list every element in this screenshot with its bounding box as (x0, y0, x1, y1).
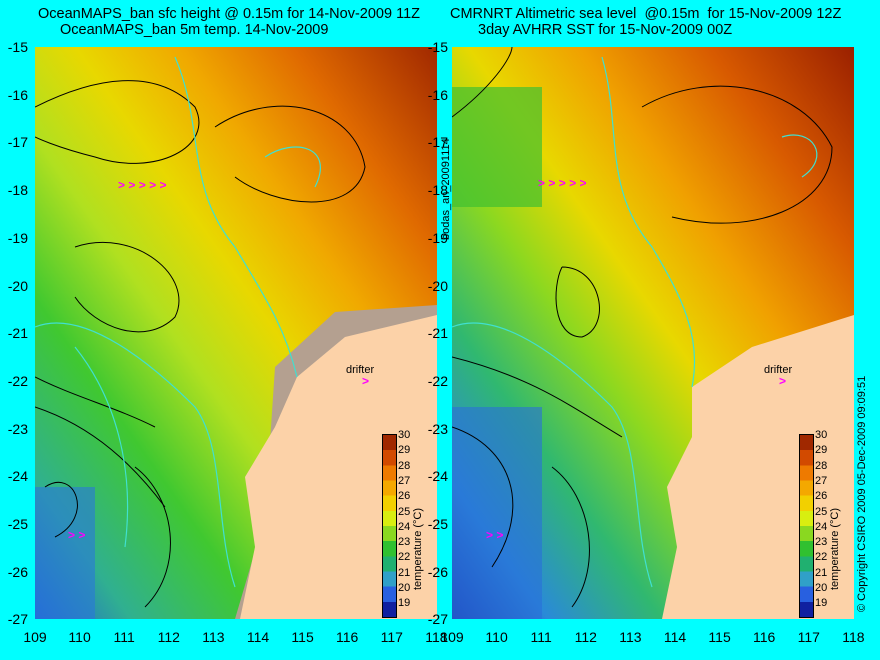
left-map-title-line2: OceanMAPS_ban 5m temp. 14-Nov-2009 (60, 22, 329, 38)
colorbar-label: 22 (815, 551, 828, 564)
right-map-title-line2: 3day AVHRR SST for 15-Nov-2009 00Z (478, 22, 733, 38)
left-map-title-line1: OceanMAPS_ban sfc height @ 0.15m for 14-… (38, 6, 420, 22)
colorbar-label: 20 (815, 582, 828, 594)
copyright-label: © Copyright CSIRO 2009 05-Dec-2009 09:09… (856, 375, 868, 612)
y-tick-label: -26 (427, 563, 448, 580)
x-tick-label: 117 (797, 629, 820, 645)
colorbar-label: 28 (398, 459, 411, 472)
left-map-graphic (35, 47, 437, 619)
y-tick-label: -15 (427, 39, 448, 55)
y-tick-label: -19 (427, 229, 448, 246)
run-id-label: bodas_an_20091114 (440, 138, 452, 240)
x-tick-label: 109 (23, 629, 47, 645)
colorbar-label: 30 (815, 429, 828, 441)
colorbar-label: 26 (398, 490, 411, 503)
colorbar-label: 30 (398, 429, 411, 441)
y-tick-label: -20 (427, 277, 448, 294)
colorbar-label: 24 (815, 520, 828, 533)
colorbar-label: 19 (398, 597, 411, 610)
y-tick-label: -18 (427, 182, 448, 199)
y-tick-label: -27 (7, 611, 28, 628)
y-tick-label: -23 (7, 420, 28, 437)
colorbar-label: 29 (815, 444, 828, 457)
drifter-track-right-south: > > (486, 528, 504, 542)
colorbar-title-left: temperature (°C) (412, 507, 424, 590)
y-tick-label: -27 (427, 611, 448, 628)
colorbar-label: 19 (815, 597, 828, 610)
y-tick-label: -24 (7, 468, 28, 485)
y-tick-label: -15 (7, 39, 28, 55)
y-tick-label: -20 (7, 277, 28, 294)
y-tick-label: -26 (7, 563, 28, 580)
y-tick-label: -22 (7, 372, 28, 389)
x-tick-label: 118 (842, 629, 865, 645)
y-tick-label: -16 (427, 86, 448, 103)
colorbar-label: 23 (398, 536, 411, 549)
y-tick-label: -17 (7, 134, 28, 151)
colorbar-label: 29 (398, 444, 411, 457)
drifter-legend-arrow-right: > (779, 374, 787, 388)
right-map-graphic (452, 47, 854, 619)
colorbar-label: 20 (398, 582, 411, 594)
x-tick-label: 115 (291, 629, 314, 645)
right-map-panel (452, 47, 854, 619)
y-tick-label: -17 (427, 134, 448, 151)
colorbar-label: 23 (815, 536, 828, 549)
y-tick-label: -18 (7, 182, 28, 199)
x-tick-label: 113 (619, 629, 642, 645)
colorbar-left (382, 434, 397, 618)
y-tick-label: -21 (427, 325, 448, 342)
x-tick-label: 114 (246, 629, 270, 645)
x-tick-label: 111 (113, 629, 135, 645)
y-tick-label: -16 (7, 86, 28, 103)
x-tick-label: 114 (663, 629, 687, 645)
right-map-title-line1: CMRNRT Altimetric sea level @0.15m for 1… (450, 6, 842, 22)
drifter-arrow-glyph: > (118, 178, 126, 192)
y-tick-label: -25 (7, 516, 28, 532)
colorbar-label: 25 (815, 505, 828, 518)
y-tick-label: -23 (427, 420, 448, 437)
y-tick-label: -19 (7, 229, 28, 246)
drifter-label-left: drifter (346, 364, 375, 376)
drifter-label-right: drifter (764, 364, 793, 376)
x-tick-label: 110 (68, 629, 91, 645)
y-tick-label: -21 (7, 325, 28, 342)
drifter-track-right-north: > > > > > (538, 176, 587, 190)
colorbar-label: 21 (815, 566, 828, 579)
colorbar-label: 27 (398, 474, 411, 487)
x-tick-label: 112 (157, 629, 180, 645)
drifter-legend-arrow-left: > (362, 374, 370, 388)
x-tick-label: 118 (425, 629, 448, 645)
x-tick-label: 111 (530, 629, 552, 645)
y-tick-label: -25 (427, 516, 448, 532)
drifter-track-left-south: > > (68, 528, 86, 542)
colorbar-label: 28 (815, 459, 828, 472)
colorbar-label: 22 (398, 551, 411, 564)
colorbar-label: 27 (815, 474, 828, 487)
y-tick-label: -22 (427, 372, 448, 389)
x-tick-label: 117 (380, 629, 403, 645)
colorbar-label: 24 (398, 520, 411, 533)
colorbar-right (799, 434, 814, 618)
x-tick-label: 115 (708, 629, 731, 645)
x-tick-label: 116 (336, 629, 359, 645)
colorbar-title-right: temperature (°C) (829, 507, 841, 590)
colorbar-label: 25 (398, 505, 411, 518)
x-tick-label: 110 (485, 629, 508, 645)
left-map-panel (35, 47, 437, 619)
x-tick-label: 113 (202, 629, 225, 645)
drifter-track-left-north: > > > > > (118, 178, 167, 192)
x-tick-label: 116 (753, 629, 776, 645)
x-tick-label: 109 (440, 629, 464, 645)
x-tick-label: 112 (574, 629, 597, 645)
y-tick-label: -24 (427, 468, 448, 485)
colorbar-label: 21 (398, 566, 411, 579)
colorbar-label: 26 (815, 490, 828, 503)
